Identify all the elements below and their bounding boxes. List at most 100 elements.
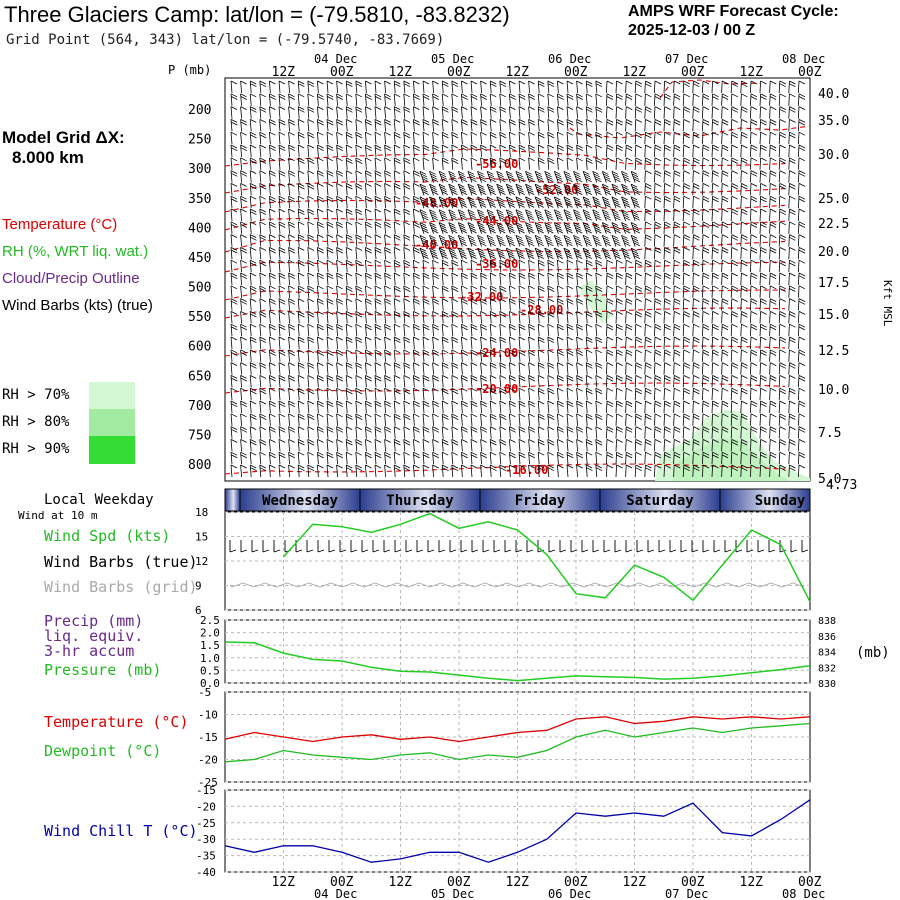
wind-barb <box>422 93 430 106</box>
wind-barb <box>259 400 266 414</box>
wind-barb <box>654 439 662 452</box>
wind-barb <box>496 234 506 247</box>
wind-barbs-field <box>230 80 806 478</box>
wind-barb <box>778 221 786 234</box>
wind-barb <box>740 183 748 196</box>
weekday-segment <box>360 489 480 511</box>
wind-barb <box>759 323 767 337</box>
wind-barb <box>585 93 593 106</box>
wind-barb <box>644 349 652 362</box>
wind-barb <box>654 387 662 401</box>
wind-barb <box>595 362 603 375</box>
wind-barb <box>557 144 564 158</box>
wind-barb <box>269 426 276 439</box>
wind-barb <box>673 208 681 222</box>
wind-barb <box>470 413 478 426</box>
wind-barb <box>405 540 413 553</box>
wind-barb <box>606 349 614 362</box>
wind-barb <box>615 375 623 388</box>
wind-barb <box>393 221 401 234</box>
wind-barb <box>625 540 633 553</box>
wind-barb <box>461 413 468 426</box>
wind-barb <box>585 439 593 452</box>
wind-barb <box>489 106 497 119</box>
wind-barb <box>537 400 545 414</box>
wind-barb <box>769 426 777 439</box>
wind-barb <box>461 80 468 94</box>
wind-barb <box>365 234 372 247</box>
wind-barb <box>625 298 633 311</box>
wind-barb <box>403 298 410 311</box>
wind-barb <box>230 195 238 209</box>
wind-barb <box>269 285 276 298</box>
wind-barb <box>297 208 305 222</box>
wind-barb <box>576 298 584 311</box>
wind-barb <box>374 183 382 196</box>
wind-barb <box>692 285 700 298</box>
pressure-tick-label: 350 <box>188 192 211 207</box>
wind-barb <box>692 119 700 132</box>
wind-barb <box>422 451 430 465</box>
model-grid-value: 8.000 km <box>12 148 84 167</box>
wind-barb <box>470 439 478 452</box>
wind-barb <box>711 336 719 350</box>
wind-chill-label: Wind Chill T (°C) <box>44 822 198 840</box>
wind-barb <box>576 157 583 170</box>
weekday-bar-label: Local Weekday <box>44 492 154 508</box>
wind-barb <box>480 362 487 375</box>
wind-barb <box>496 209 506 222</box>
wind-barb <box>750 387 758 401</box>
wind-barb <box>297 234 305 247</box>
wind-barb <box>778 285 786 298</box>
wind-barb <box>585 80 593 94</box>
wind-barb <box>547 464 555 478</box>
wind-barb <box>288 336 295 350</box>
wind-barb <box>422 439 430 452</box>
pressure-tick-label: 450 <box>188 251 211 266</box>
wind-barb <box>759 272 767 286</box>
pressure-tick-label: 250 <box>188 133 211 148</box>
wind-barb <box>384 80 391 94</box>
wind-barb <box>566 80 574 94</box>
wind-barb <box>702 336 710 350</box>
wind-barb <box>721 259 729 273</box>
wind-barb <box>345 451 353 465</box>
wind-barb <box>345 131 353 145</box>
wind-barb <box>486 170 496 183</box>
wind-barb <box>336 426 344 439</box>
wind-barb <box>499 106 507 119</box>
wind-barb <box>230 451 238 465</box>
wind-barb <box>634 387 642 401</box>
wind-barb <box>615 157 623 170</box>
wind-barb <box>625 131 633 145</box>
wind-barb <box>278 93 286 106</box>
wind-barb <box>297 375 305 388</box>
wind-barb <box>307 247 314 260</box>
wind-barb <box>441 119 449 132</box>
wind-barb <box>798 208 806 222</box>
wind-barb <box>711 157 719 170</box>
wind-barb <box>682 170 690 183</box>
wind-barb <box>365 170 372 183</box>
wind-barb <box>528 80 535 94</box>
wind-barb <box>682 131 690 145</box>
pressure-tick-label: 836 <box>818 632 836 643</box>
wind-barb <box>509 93 516 106</box>
wind-barb <box>702 247 710 260</box>
wind-barb <box>557 413 564 426</box>
wind-barb <box>644 285 652 298</box>
wind-barb <box>393 106 401 119</box>
wind-barb <box>673 298 681 311</box>
wind-barb <box>615 259 623 273</box>
wind-barb <box>269 80 276 94</box>
wind-barb <box>278 234 286 247</box>
wind-barb <box>740 221 748 234</box>
wind-barb <box>750 413 758 426</box>
wind-barb <box>606 413 614 426</box>
wind-barb <box>778 387 786 401</box>
wind-barb <box>384 451 392 465</box>
wind-barb <box>355 311 363 324</box>
wind-barb <box>269 336 276 350</box>
wind-barb <box>413 247 420 260</box>
wind-barb <box>750 464 758 478</box>
